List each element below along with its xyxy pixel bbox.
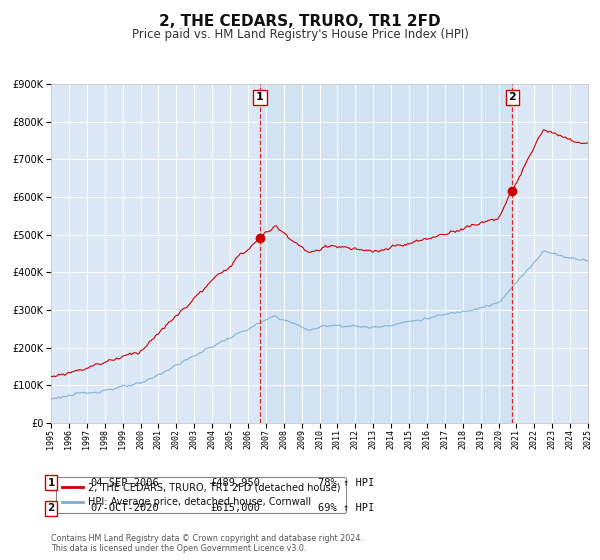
Legend: 2, THE CEDARS, TRURO, TR1 2FD (detached house), HPI: Average price, detached hou: 2, THE CEDARS, TRURO, TR1 2FD (detached …	[56, 477, 346, 514]
Text: 2: 2	[508, 92, 516, 102]
Text: 78% ↑ HPI: 78% ↑ HPI	[318, 478, 374, 488]
Text: 69% ↑ HPI: 69% ↑ HPI	[318, 503, 374, 514]
Text: Contains HM Land Registry data © Crown copyright and database right 2024.
This d: Contains HM Land Registry data © Crown c…	[51, 534, 363, 553]
Text: Price paid vs. HM Land Registry's House Price Index (HPI): Price paid vs. HM Land Registry's House …	[131, 28, 469, 41]
Text: 2, THE CEDARS, TRURO, TR1 2FD: 2, THE CEDARS, TRURO, TR1 2FD	[159, 14, 441, 29]
Text: £615,000: £615,000	[210, 503, 260, 514]
Bar	[260, 84, 512, 423]
Text: 1: 1	[47, 478, 55, 488]
Text: 04-SEP-2006: 04-SEP-2006	[90, 478, 159, 488]
Text: 07-OCT-2020: 07-OCT-2020	[90, 503, 159, 514]
Text: 2: 2	[47, 503, 55, 514]
Text: 1: 1	[256, 92, 264, 102]
Text: £489,950: £489,950	[210, 478, 260, 488]
